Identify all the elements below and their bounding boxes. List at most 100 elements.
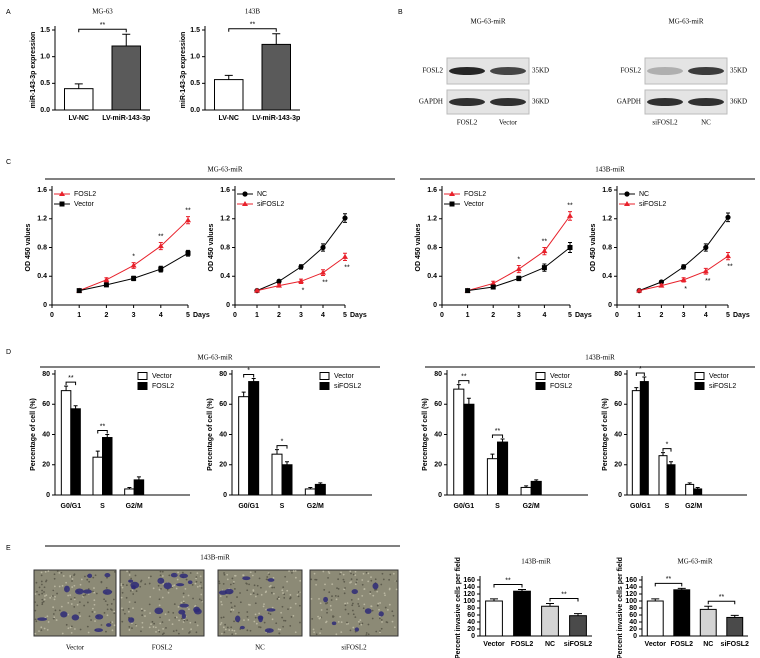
texture [188, 608, 190, 611]
x-tick-label: FOSL2 [511, 641, 534, 648]
texture [230, 606, 233, 609]
texture [220, 621, 223, 624]
texture [354, 583, 357, 586]
texture [159, 570, 162, 573]
texture [382, 578, 385, 581]
y-tick-label: 80 [434, 371, 442, 378]
texture [92, 607, 94, 610]
legend-marker [624, 191, 630, 197]
texture [278, 597, 281, 600]
texture [86, 601, 89, 604]
y-axis-label: Percentage of cell (%) [422, 398, 429, 471]
chart: 0 0.4 0.8 1.2 1.6 OD 450 values 0 1 2 3 4 5 Days FOSL… [415, 186, 592, 319]
texture [233, 620, 235, 623]
texture [73, 605, 76, 608]
texture [93, 611, 96, 613]
chart-title: MG-63 [92, 8, 113, 16]
texture [283, 593, 286, 596]
texture [160, 587, 162, 590]
texture [388, 578, 391, 581]
texture [232, 609, 235, 611]
texture [243, 619, 245, 622]
significance-label: ** [100, 22, 106, 29]
texture [282, 592, 284, 594]
texture [310, 578, 313, 581]
x-tick-label: LV-miR-143-3p [252, 115, 300, 122]
texture [357, 620, 360, 623]
y-tick-label: 80 [219, 371, 227, 378]
texture [249, 629, 252, 632]
texture [391, 620, 394, 623]
texture [194, 582, 197, 585]
texture [371, 617, 374, 620]
texture [234, 632, 237, 635]
texture [347, 622, 349, 625]
texture [71, 578, 74, 580]
invading-cell [157, 577, 165, 584]
texture [315, 578, 318, 581]
texture [389, 573, 392, 576]
bar [569, 615, 587, 637]
texture [242, 574, 244, 577]
invasion-label: NC [255, 644, 265, 652]
bar [248, 381, 260, 496]
invading-cell [378, 611, 384, 617]
texture [36, 590, 38, 593]
significance-bracket [65, 381, 77, 386]
texture [326, 611, 328, 614]
texture [200, 581, 202, 584]
texture [376, 604, 379, 607]
texture [336, 587, 338, 590]
invading-cell [179, 603, 189, 608]
legend-marker [449, 201, 455, 207]
invading-cell [224, 588, 234, 595]
texture [395, 580, 398, 583]
texture [218, 582, 221, 585]
texture [140, 608, 143, 610]
error-bar [661, 452, 665, 456]
y-tick-label: 160 [463, 577, 475, 584]
x-tick-label: 4 [321, 312, 325, 319]
error-bar [122, 33, 131, 46]
texture [365, 634, 368, 636]
texture [294, 570, 297, 572]
point [636, 287, 643, 293]
point [515, 266, 522, 272]
y-tick-label: 80 [614, 371, 622, 378]
texture [350, 598, 353, 601]
texture [340, 631, 343, 633]
point [703, 244, 709, 251]
texture [363, 588, 366, 590]
texture [151, 620, 154, 623]
blot-lane-label: Vector [499, 119, 518, 127]
bar [102, 437, 113, 496]
error-bar [524, 485, 529, 488]
point [490, 280, 497, 286]
texture [141, 621, 144, 624]
point [516, 275, 522, 281]
texture [289, 624, 292, 627]
x-tick-label: 0 [615, 312, 619, 319]
legend-swatch [694, 382, 705, 390]
texture [41, 592, 44, 595]
texture [342, 578, 345, 581]
texture [319, 632, 322, 635]
x-tick-label: Vector [483, 641, 505, 648]
texture [35, 581, 38, 584]
y-tick-label: 40 [42, 431, 50, 438]
texture [324, 583, 326, 586]
x-tick-label: 0 [50, 312, 54, 319]
texture [375, 630, 378, 633]
texture [223, 572, 225, 574]
texture [175, 616, 178, 619]
texture [388, 603, 391, 606]
texture [83, 604, 86, 607]
bar [124, 488, 135, 496]
texture [268, 573, 271, 576]
texture [264, 591, 267, 594]
texture [79, 583, 82, 586]
texture [45, 579, 48, 582]
invading-cell [194, 608, 202, 615]
invading-cell [354, 627, 360, 632]
texture [343, 580, 346, 583]
